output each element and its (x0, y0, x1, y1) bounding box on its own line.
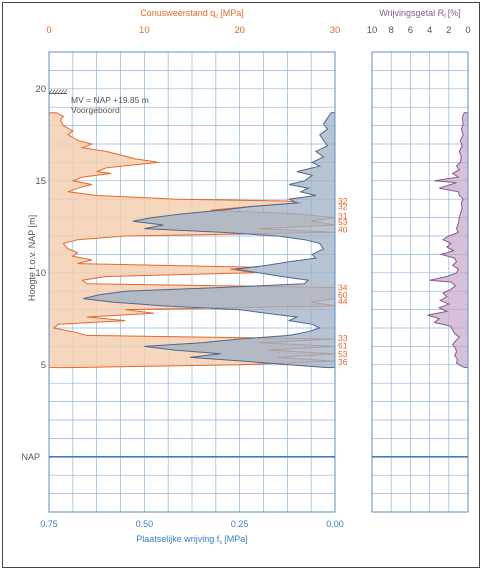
cone-tick-label: 20 (234, 25, 245, 36)
mv-hatch (60, 89, 65, 94)
friction-axis-ticks: 0.75 0.50 0.25 0.00 (40, 519, 344, 529)
height-tick-label: 15 (35, 176, 46, 187)
cone-clip-label: 40 (338, 225, 348, 235)
friction-tick-label: 0.00 (326, 519, 344, 529)
ratio-tick-label: 2 (446, 25, 451, 36)
cone-clip-label: 33 (338, 333, 348, 343)
ratio-tick-label: 6 (408, 25, 413, 36)
friction-tick-label: 0.75 (40, 519, 58, 529)
cone-clip-label: 34 (338, 283, 348, 293)
cone-clip-label: 60 (338, 290, 348, 300)
ratio-tick-label: 4 (427, 25, 432, 36)
ratio-tick-label: 0 (465, 25, 470, 36)
local-friction-curve (83, 112, 336, 369)
cpt-sheet (2, 2, 480, 568)
friction-tick-label: 0.25 (231, 519, 249, 529)
friction-axis-title: Plaatselijke wrijving fs [MPa] (136, 534, 248, 546)
mv-hatch (54, 89, 59, 94)
cone-clip-label: 31 (338, 211, 348, 221)
mv-hatch (48, 89, 53, 94)
height-axis-title: Hoogte t.o.v. NAP [m] (27, 215, 37, 301)
height-axis-ticks: 5 10 15 20 (35, 84, 46, 371)
ratio-tick-label: 10 (367, 25, 378, 36)
ground-level-marker (48, 89, 68, 94)
cone-tick-label: 30 (330, 25, 341, 36)
ratio-plot-border (371, 51, 469, 513)
predrilled-label: Voorgeboord (71, 105, 120, 115)
cone-tick-label: 10 (139, 25, 150, 36)
main-plot-border (48, 51, 336, 513)
cone-clip-label: 61 (338, 340, 348, 350)
cone-clip-label: 36 (338, 357, 348, 367)
ratio-axis-ticks: 10 8 6 4 2 0 (367, 25, 471, 36)
mv-hatch (63, 89, 68, 94)
friction-ratio-curve (427, 112, 469, 369)
cone-clip-label: 32 (338, 202, 348, 212)
cone-axis-title: Conusweerstand qc [MPa] (140, 8, 244, 20)
friction-tick-label: 0.50 (136, 519, 154, 529)
cone-tick-label: 0 (46, 25, 51, 36)
cone-clip-label: 44 (338, 296, 348, 306)
height-tick-label: 20 (35, 84, 46, 95)
main-plot-grid (48, 51, 336, 513)
cone-axis-ticks: 0 10 20 30 (46, 25, 340, 36)
nap-label: NAP (21, 452, 40, 462)
cone-clip-label: 53 (338, 217, 348, 227)
ratio-tick-label: 8 (389, 25, 394, 36)
mv-hatch (57, 89, 62, 94)
ratio-axis-title: Wrijvingsgetal Rf [%] (379, 8, 461, 20)
height-tick-label: 10 (35, 268, 46, 279)
cone-clip-label: 53 (338, 349, 348, 359)
main-plot-series (48, 112, 336, 369)
mv-hatch (51, 89, 56, 94)
cone-clip-label: 32 (338, 196, 348, 206)
ground-level-label: MV = NAP +19.85 m (71, 95, 149, 105)
height-tick-label: 5 (41, 360, 46, 371)
